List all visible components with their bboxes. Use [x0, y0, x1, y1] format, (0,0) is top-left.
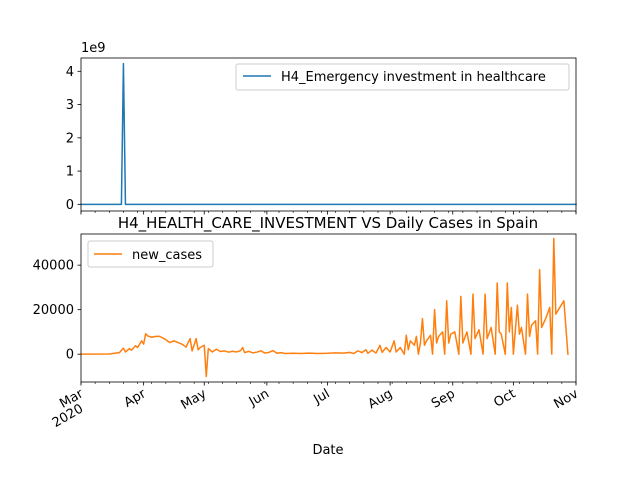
- x-tick-label: Nov: [552, 386, 582, 412]
- top-axes-frame: [80, 57, 577, 212]
- bottom-series: [80, 237, 569, 378]
- top-panel: 1e9 0 1 2 3 4 H4_Emergency investment in hea…: [66, 41, 577, 215]
- chart-title: H4_HEALTH_CARE_INVESTMENT VS Daily Cases…: [118, 214, 538, 233]
- x-tick-label: Oct: [491, 386, 518, 410]
- x-tick-label: May: [178, 386, 209, 413]
- top-y-tick-label: 0: [66, 198, 74, 213]
- bottom-panel: H4_HEALTH_CARE_INVESTMENT VS Daily Cases…: [33, 214, 582, 458]
- bottom-axes-frame: [80, 233, 577, 383]
- top-legend-box: [235, 63, 570, 91]
- top-y-tick-label: 1: [66, 165, 74, 180]
- x-axis-label: Date: [312, 443, 343, 458]
- top-y-tick-label: 3: [66, 98, 74, 113]
- top-series-line: [80, 62, 577, 206]
- bottom-legend-box: [87, 240, 214, 268]
- top-legend: H4_Emergency investment in healthcare: [235, 63, 570, 91]
- x-tick-label: Jun: [246, 386, 272, 410]
- bottom-y-tick-label: 20000: [33, 303, 74, 318]
- bottom-y-tick-label: 0: [66, 348, 74, 363]
- bottom-series-line: [80, 237, 569, 378]
- top-legend-label: H4_Emergency investment in healthcare: [281, 70, 546, 85]
- bottom-legend: new_cases: [87, 240, 214, 268]
- top-y-tick-label: 2: [66, 131, 74, 146]
- bottom-y-ticks: 0 20000 40000: [33, 259, 81, 363]
- x-tick-label: Apr: [122, 386, 150, 411]
- top-series: [80, 62, 577, 206]
- x-tick-label: Sep: [429, 386, 458, 411]
- bottom-legend-label: new_cases: [132, 248, 202, 263]
- x-tick-label: Jul: [311, 386, 333, 407]
- top-y-ticks: 0 1 2 3 4: [66, 65, 81, 213]
- x-tick-label: Aug: [366, 386, 395, 412]
- top-y-tick-label: 4: [66, 65, 74, 80]
- bottom-y-tick-label: 40000: [33, 259, 74, 274]
- top-offset-text: 1e9: [81, 41, 106, 56]
